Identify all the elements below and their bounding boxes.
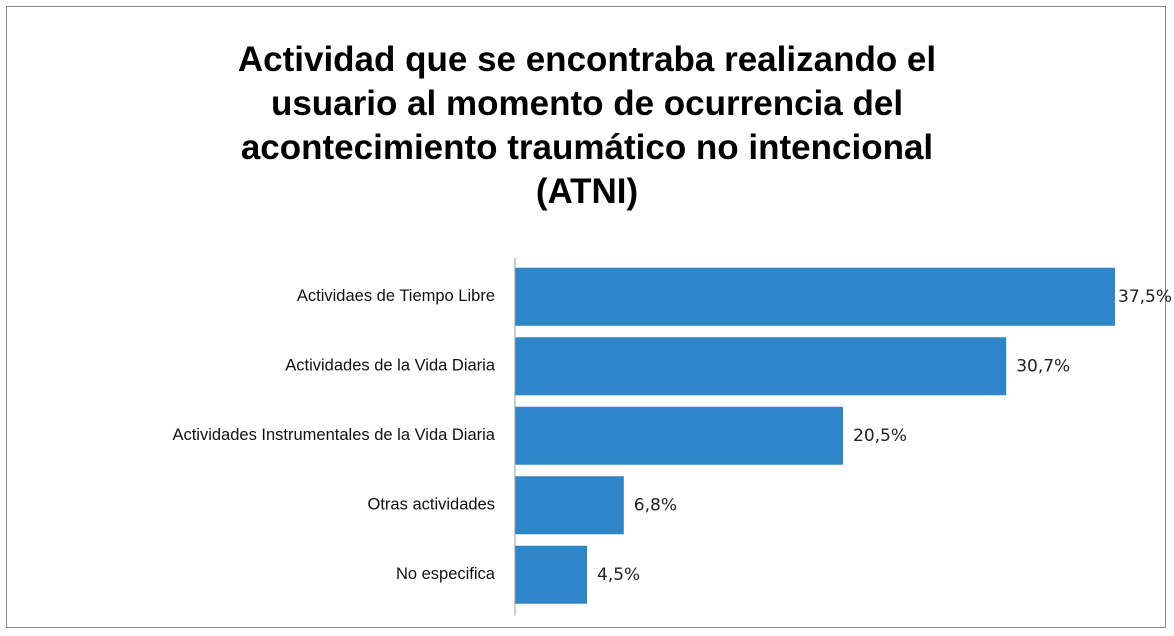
frame	[6, 6, 1166, 628]
y-tick-label: No especifica	[396, 565, 496, 583]
data-label: 6,8%	[634, 495, 677, 515]
data-label: 30,7%	[1016, 356, 1070, 376]
y-tick-label: Actividades de la Vida Diaria	[285, 357, 496, 375]
data-label: 4,5%	[597, 565, 640, 585]
y-tick-label: Otras actividades	[368, 496, 495, 514]
chart-title: Actividad que se encontraba realizando e…	[237, 40, 937, 211]
y-tick-label: Actividades Instrumentales de la Vida Di…	[172, 426, 495, 444]
data-label: 37,5%	[1118, 287, 1172, 307]
bar	[515, 267, 1115, 326]
y-tick-label: Actividaes de Tiempo Libre	[297, 287, 495, 305]
bar	[515, 476, 624, 535]
data-label: 20,5%	[853, 426, 907, 446]
bar	[515, 545, 587, 604]
bar	[515, 337, 1007, 396]
bar	[515, 406, 843, 465]
